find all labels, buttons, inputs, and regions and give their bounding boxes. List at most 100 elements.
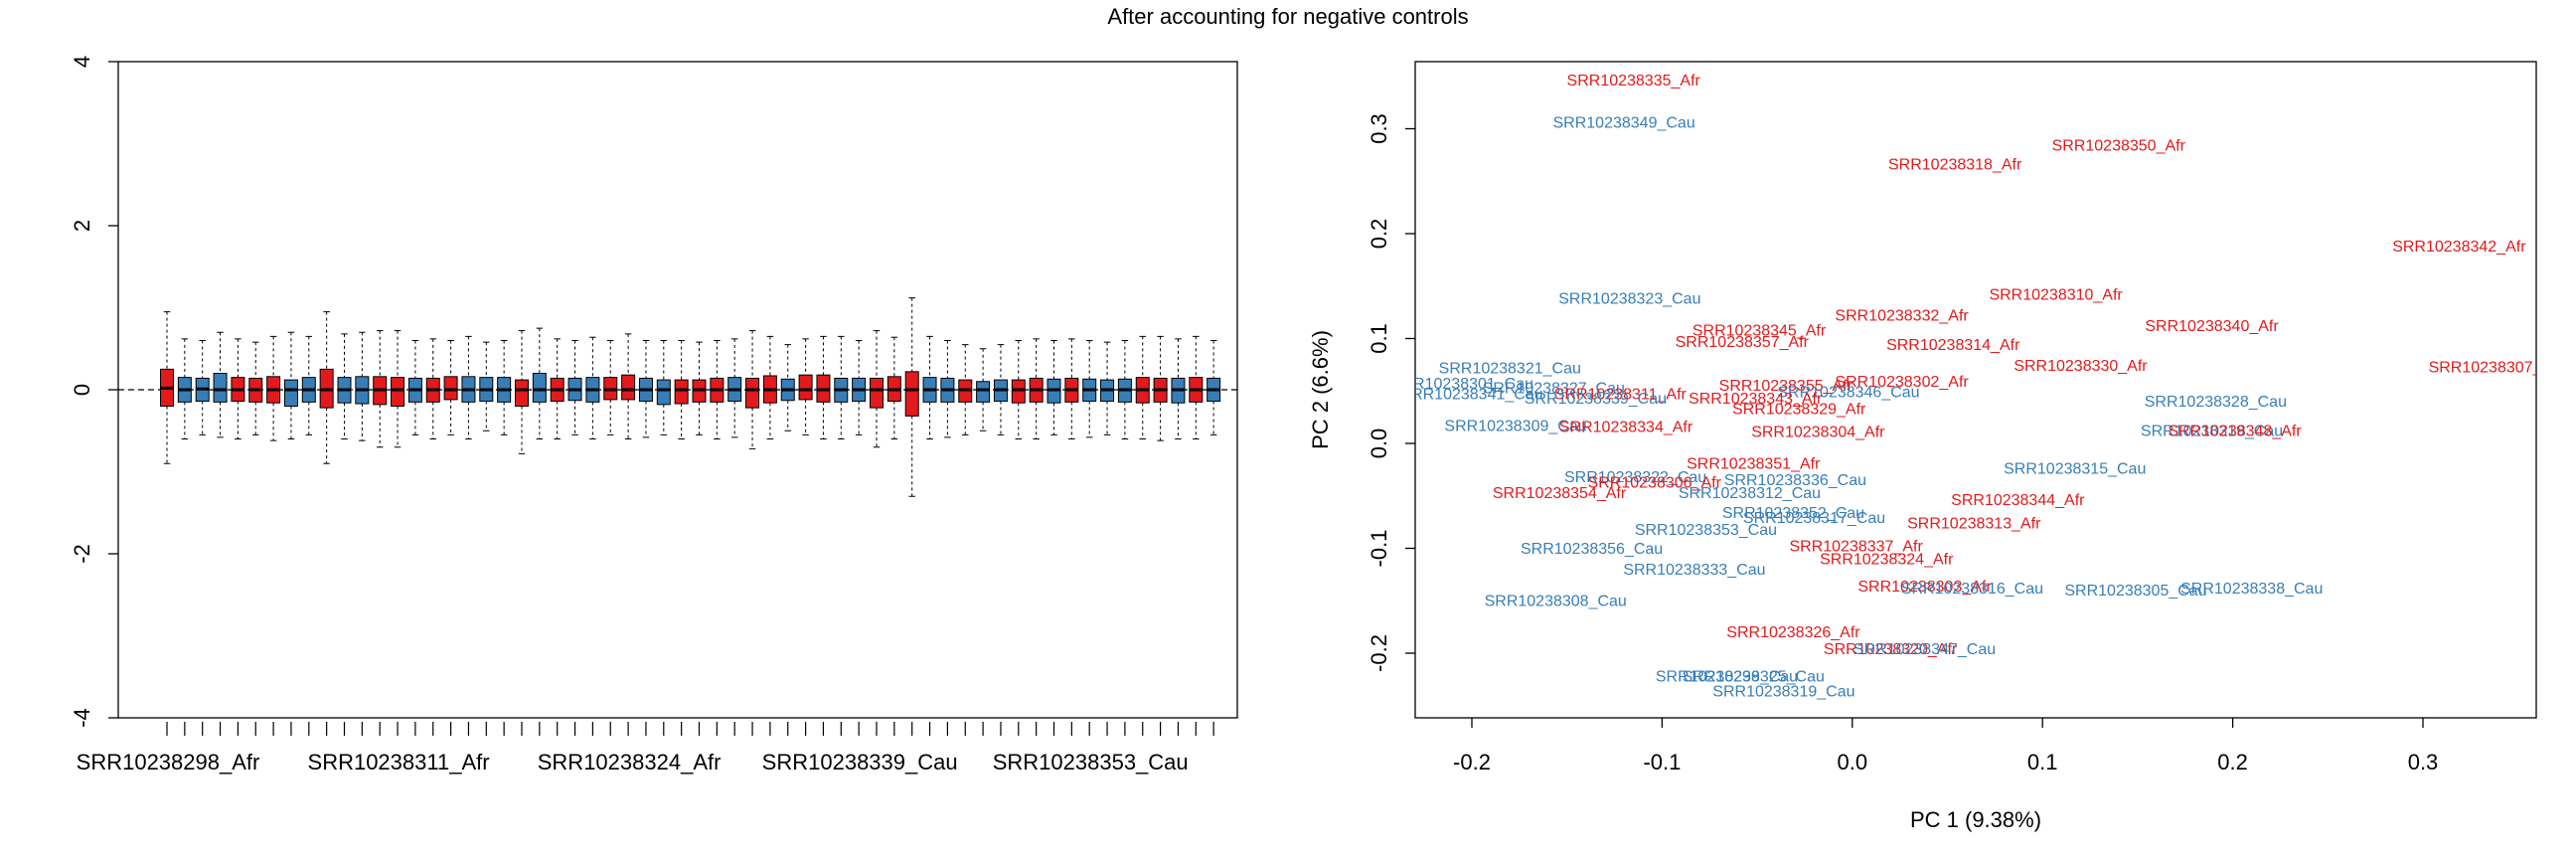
box-28 <box>638 340 653 438</box>
box-36 <box>780 344 795 431</box>
box-47 <box>976 348 991 431</box>
point-label: SRR10238334_Afr <box>1559 419 1693 435</box>
box-body <box>443 376 458 401</box>
box-body <box>532 373 547 403</box>
x-tick-label: SRR10238353_Cau <box>993 750 1189 774</box>
box-60 <box>1207 340 1221 435</box>
box-31 <box>692 341 707 435</box>
point-label: SRR10238346_Cau <box>1777 385 1919 402</box>
box-44 <box>922 335 937 439</box>
box-40 <box>852 340 867 435</box>
point-label: SRR10238347_Cau <box>1853 641 1996 658</box>
box-52 <box>1064 338 1079 439</box>
box-4 <box>213 331 228 438</box>
box-32 <box>710 340 724 439</box>
point-label: SRR10238329_Afr <box>1732 401 1866 418</box>
point-label: SRR10238310_Afr <box>1989 286 2123 303</box>
box-29 <box>656 340 671 435</box>
boxplot-panel: -4 -2 0 2 4 SRR10238298_Afr SRR10238311_Afr SRR… <box>70 56 1238 774</box>
box-13 <box>373 330 388 448</box>
point-label: SRR10238341_Cau <box>1400 387 1542 404</box>
y-tick-label: 2 <box>70 220 94 232</box>
box-35 <box>762 335 777 439</box>
point-label: SRR10238343_Afr <box>1689 391 1823 408</box>
box-26 <box>603 340 618 435</box>
box-50 <box>1029 338 1044 439</box>
box-43 <box>904 297 919 497</box>
point-label: SRR10238344_Afr <box>1951 492 2085 509</box>
box-48 <box>993 344 1008 435</box>
box-42 <box>886 336 901 439</box>
box-1 <box>160 311 174 464</box>
point-label: SRR10238355_Afr <box>1719 378 1853 395</box>
x-tick-label: SRR10238324_Afr <box>538 750 722 774</box>
x-tick-label: 0.2 <box>2217 750 2248 774</box>
x-tick-label: SRR10238339_Cau <box>762 750 958 774</box>
point-label: SRR10238301_Cau <box>1391 376 1533 393</box>
point-label: SRR10238342_Afr <box>2392 239 2526 256</box>
box-41 <box>870 330 884 448</box>
point-label: SRR10238356_Cau <box>1521 541 1663 558</box>
box-body <box>870 377 884 409</box>
point-label: SRR10238299_Cau <box>1656 668 1798 685</box>
box-body <box>1011 379 1026 404</box>
box-46 <box>958 344 973 435</box>
point-label: SRR10238308_Cau <box>1485 594 1627 610</box>
box-25 <box>585 336 600 439</box>
box-7 <box>266 335 281 441</box>
y-axis-label: PC 2 (6.6%) <box>1308 330 1333 449</box>
box-22 <box>532 327 547 439</box>
box-49 <box>1011 340 1026 439</box>
point-label: SRR10238332_Afr <box>1835 308 1969 325</box>
box-19 <box>479 341 494 431</box>
box-17 <box>443 340 458 435</box>
box-body <box>745 377 760 409</box>
point-label: SRR10238351_Afr <box>1687 455 1821 472</box>
box-16 <box>425 338 440 439</box>
point-label: SRR10238325_Cau <box>1683 668 1825 685</box>
point-label: SRR10238307_Afr <box>2429 359 2563 376</box>
point-label: SRR10238305_Cau <box>2064 583 2206 600</box>
point-label: SRR10238352_Cau <box>1722 505 1864 522</box>
point-label: SRR10238327_Cau <box>1483 380 1625 397</box>
point-label: SRR10238321_Cau <box>1439 360 1581 377</box>
point-label: SRR10238302_Afr <box>1835 374 1969 391</box>
point-label: SRR10238313_Afr <box>1907 515 2041 532</box>
y-tick-label: -2 <box>70 544 94 564</box>
box-53 <box>1082 340 1097 438</box>
point-label: SRR10238311_Afr <box>1554 387 1688 404</box>
box-33 <box>727 338 742 438</box>
box-body <box>515 379 529 408</box>
y-tick-label: 0.3 <box>1367 113 1391 144</box>
box-8 <box>283 331 298 439</box>
box-6 <box>248 341 263 435</box>
point-label: SRR10238333_Cau <box>1623 562 1765 579</box>
box-57 <box>1153 335 1168 441</box>
box-body <box>213 373 228 403</box>
box-9 <box>301 335 316 435</box>
point-label: SRR10238319_Cau <box>2141 424 2283 440</box>
y-tick-label: 0.2 <box>1367 219 1391 250</box>
y-tick-label: 0.1 <box>1367 323 1391 354</box>
box-body <box>904 371 919 417</box>
point-label: SRR10238314_Afr <box>1886 337 2020 354</box>
y-tick-label: -0.1 <box>1367 530 1391 568</box>
box-34 <box>745 330 760 449</box>
point-label: SRR10238317_Cau <box>1743 510 1885 527</box>
point-label: SRR10238336_Cau <box>1724 472 1866 489</box>
box-11 <box>337 333 352 439</box>
box-39 <box>834 335 849 439</box>
box-21 <box>515 330 529 454</box>
box-body <box>621 374 636 401</box>
x-tick-label: 0.3 <box>2408 750 2439 774</box>
box-54 <box>1100 341 1115 435</box>
box-15 <box>407 340 422 435</box>
point-label: SRR10238303_Afr <box>1857 579 1992 596</box>
box-body <box>391 377 405 407</box>
point-label: SRR10238319_Cau <box>1712 683 1854 700</box>
box-2 <box>177 338 192 439</box>
box-51 <box>1046 340 1061 435</box>
box-38 <box>816 335 831 439</box>
point-label: SRR10238339_Cau <box>1525 391 1667 408</box>
box-body <box>283 379 298 408</box>
